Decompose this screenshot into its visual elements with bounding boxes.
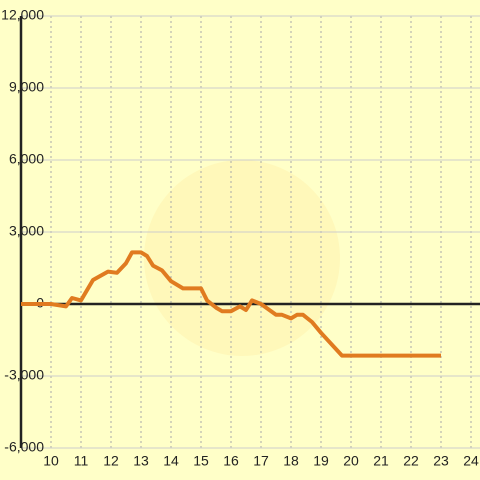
x-tick-label: 24 [463, 453, 479, 469]
x-tick-label: 15 [193, 453, 209, 469]
x-tick-label: 16 [223, 453, 239, 469]
x-tick-label: 23 [433, 453, 449, 469]
y-tick-label: 12,000 [1, 7, 44, 23]
y-tick-label: -3,000 [4, 367, 44, 383]
x-tick-label: 18 [283, 453, 299, 469]
x-tick-label: 10 [43, 453, 59, 469]
x-tick-label: 13 [133, 453, 149, 469]
x-tick-label: 14 [163, 453, 179, 469]
x-tick-label: 17 [253, 453, 269, 469]
x-tick-label: 11 [74, 453, 89, 469]
y-tick-label: -6,000 [4, 439, 44, 455]
y-tick-label: 3,000 [9, 223, 44, 239]
x-tick-label: 19 [313, 453, 329, 469]
y-tick-label: 6,000 [9, 151, 44, 167]
x-tick-label: 20 [343, 453, 359, 469]
watermark [144, 160, 340, 356]
x-tick-label: 22 [403, 453, 419, 469]
y-tick-label: 9,000 [9, 79, 44, 95]
x-tick-label: 12 [103, 453, 119, 469]
line [21, 250, 441, 358]
x-tick-label: 21 [373, 453, 389, 469]
